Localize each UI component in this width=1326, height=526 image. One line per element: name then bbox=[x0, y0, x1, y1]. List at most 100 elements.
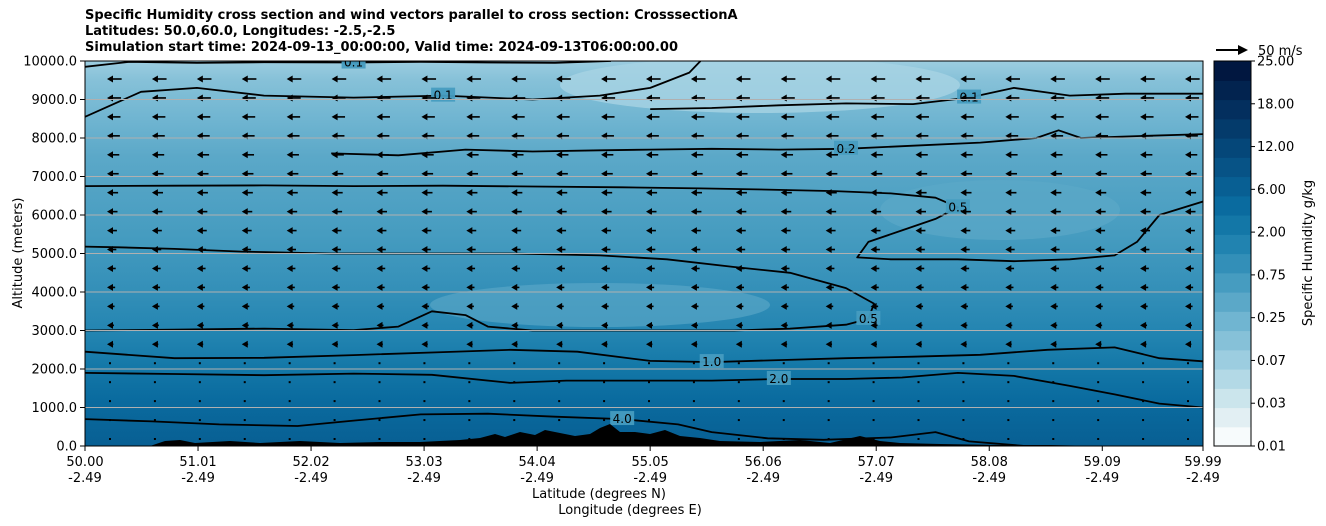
wind-vector bbox=[1187, 438, 1189, 440]
x-axis-label: Latitude (degrees N) bbox=[532, 487, 666, 502]
wind-vector-head bbox=[241, 321, 248, 329]
wind-vector-head bbox=[870, 321, 877, 329]
colorbar-tick-label: 0.75 bbox=[1257, 268, 1286, 283]
wind-vector bbox=[603, 419, 606, 422]
wind-vector-head bbox=[646, 321, 652, 329]
y-axis-label: Altitude (meters) bbox=[11, 198, 26, 309]
wind-vector-head bbox=[331, 189, 338, 197]
wind-vector-head bbox=[825, 283, 832, 291]
contour-label-bg bbox=[431, 87, 456, 102]
wind-vector-head bbox=[915, 302, 922, 310]
wind-vector-head bbox=[690, 302, 697, 310]
wind-vector bbox=[333, 381, 336, 384]
wind-vector-head bbox=[1050, 170, 1057, 178]
wind-vector-head bbox=[1005, 264, 1012, 272]
wind-vector-head bbox=[466, 264, 473, 272]
wind-vector bbox=[333, 419, 336, 422]
wind-vector-head bbox=[196, 321, 203, 329]
wind-vector bbox=[1007, 438, 1010, 440]
wind-vector-head bbox=[107, 208, 113, 216]
chart-title: Specific Humidity cross section and wind… bbox=[85, 8, 738, 56]
colorbar-tick-label: 2.00 bbox=[1257, 226, 1286, 241]
wind-reference-label: 50 m/s bbox=[1258, 44, 1303, 59]
wind-vector bbox=[648, 400, 650, 403]
wind-vector-head bbox=[466, 170, 473, 178]
contour-label: 2.0 bbox=[769, 372, 788, 386]
x-tick-label-lat: 50.00 bbox=[66, 455, 103, 470]
wind-vector-head bbox=[915, 321, 922, 329]
wind-vector-head bbox=[241, 340, 248, 348]
wind-vector-head bbox=[376, 151, 383, 159]
wind-vector bbox=[558, 400, 561, 403]
wind-vector-head bbox=[1095, 283, 1102, 291]
wind-vector-head bbox=[196, 113, 203, 121]
x-tick-label-lat: 55.05 bbox=[632, 455, 669, 470]
wind-vector-head bbox=[241, 189, 248, 197]
wind-vector-head bbox=[1095, 151, 1102, 159]
wind-vector-head bbox=[870, 264, 877, 272]
wind-vector-head bbox=[107, 340, 113, 348]
x-tick-label-lat: 54.04 bbox=[519, 455, 556, 470]
wind-vector-head bbox=[646, 227, 652, 235]
wind-vector bbox=[648, 362, 650, 365]
wind-vector bbox=[917, 438, 920, 440]
wind-vector bbox=[243, 381, 246, 384]
wind-vector-head bbox=[825, 321, 832, 329]
contour-label: 0.1 bbox=[344, 56, 363, 70]
wind-vector-head bbox=[1050, 246, 1057, 254]
wind-vector bbox=[243, 438, 246, 440]
wind-vector-head bbox=[151, 208, 158, 216]
wind-vector-head bbox=[1140, 246, 1147, 254]
wind-vector bbox=[109, 400, 111, 403]
wind-reference-key: 50 m/s bbox=[1216, 44, 1303, 59]
wind-vector-head bbox=[960, 208, 967, 216]
x-tick-label-lat: 52.02 bbox=[292, 455, 329, 470]
wind-vector bbox=[109, 419, 111, 422]
wind-vector-head bbox=[466, 246, 473, 254]
wind-vector-head bbox=[870, 113, 877, 121]
wind-vector-head bbox=[1095, 340, 1102, 348]
wind-vector bbox=[737, 419, 740, 422]
wind-vector-head bbox=[241, 208, 248, 216]
wind-vector-head bbox=[1140, 113, 1147, 121]
colorbar-segment bbox=[1214, 215, 1251, 235]
wind-vector-head bbox=[1095, 189, 1102, 197]
wind-vector-head bbox=[690, 208, 697, 216]
wind-vector-head bbox=[196, 75, 203, 83]
wind-vector bbox=[378, 381, 381, 384]
wind-vector bbox=[468, 381, 471, 384]
wind-vector-head bbox=[1005, 321, 1012, 329]
wind-vector-head bbox=[466, 75, 473, 83]
x-tick-label-lon: -2.49 bbox=[746, 471, 780, 486]
wind-vector-head bbox=[646, 208, 652, 216]
x-tick-label-lon: -2.49 bbox=[1186, 471, 1220, 486]
x-tick-label-lon: -2.49 bbox=[972, 471, 1006, 486]
wind-vector-head bbox=[151, 75, 158, 83]
wind-vector bbox=[513, 400, 516, 403]
wind-vector-head bbox=[646, 246, 652, 254]
wind-vector-head bbox=[241, 264, 248, 272]
wind-vector-head bbox=[870, 246, 877, 254]
wind-vector-head bbox=[601, 75, 608, 83]
wind-vector-head bbox=[1185, 283, 1191, 291]
wind-vector-head bbox=[196, 170, 203, 178]
wind-vector bbox=[917, 362, 920, 365]
wind-vector-head bbox=[1185, 75, 1191, 83]
wind-vector-head bbox=[511, 283, 518, 291]
wind-vector-head bbox=[915, 264, 922, 272]
wind-vector-head bbox=[241, 246, 248, 254]
colorbar: 0.01 0.03 0.07 0.25 0.75 2.00 6.00 12.00 18.00 25… bbox=[1213, 55, 1294, 455]
wind-vector-head bbox=[960, 264, 967, 272]
wind-vector-head bbox=[151, 227, 158, 235]
wind-vector-head bbox=[1005, 283, 1012, 291]
wind-vector-head bbox=[107, 246, 113, 254]
wind-vector-head bbox=[1140, 302, 1147, 310]
x-axis: 50.00-2.4951.01-2.4952.02-2.4953.03-2.49… bbox=[66, 446, 1222, 486]
wind-vector-head bbox=[421, 302, 428, 310]
wind-vector-head bbox=[241, 113, 248, 121]
wind-vector bbox=[423, 381, 426, 384]
wind-vector bbox=[109, 438, 111, 440]
wind-vector-head bbox=[286, 75, 293, 83]
wind-vector-head bbox=[780, 246, 787, 254]
wind-vector-head bbox=[286, 151, 293, 159]
